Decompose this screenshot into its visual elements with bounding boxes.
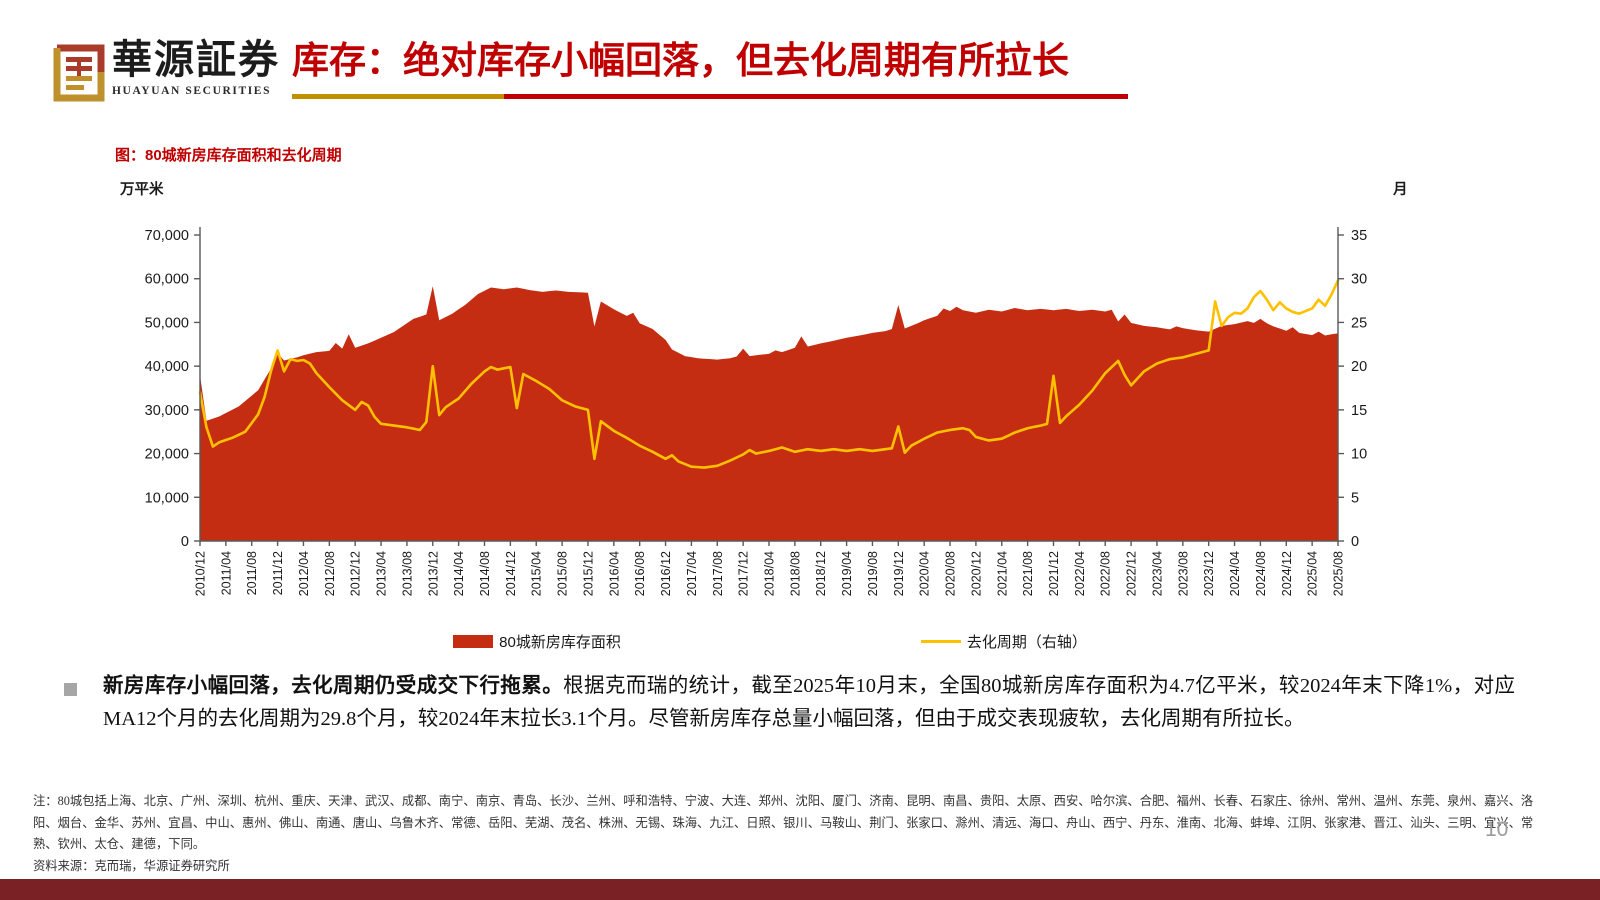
figure-caption: 图：80城新房库存面积和去化周期	[115, 147, 342, 164]
y-right-tick-label: 35	[1351, 228, 1367, 244]
y-right-tick-label: 15	[1351, 403, 1367, 419]
body-paragraph-rest: 根据克而瑞的统计，截至2025年10月末，全国80城新房库存面积为4.7亿平米，…	[103, 675, 1515, 730]
x-tick-label: 2011/12	[271, 551, 285, 595]
x-tick-label: 2011/08	[245, 551, 259, 595]
x-tick-label: 2010/12	[194, 551, 208, 596]
x-tick-label: 2021/12	[1047, 551, 1061, 596]
legend-swatch-turnover	[920, 639, 961, 644]
body-paragraph-lead: 新房库存小幅回落，去化周期仍受成交下行拖累。	[103, 675, 564, 697]
footnote-note: 注：80城包括上海、北京、广州、深圳、杭州、重庆、天津、武汉、成都、南宁、南京、…	[33, 794, 1534, 851]
x-tick-label: 2013/12	[426, 551, 440, 596]
title-underline-gold-segment	[292, 94, 504, 99]
footnote-source: 资料来源：克而瑞，华源证券研究所	[33, 858, 230, 873]
turnover-line	[198, 279, 1340, 469]
logo-en-name: HUAYUAN SECURITIES	[112, 85, 272, 97]
title-underline	[292, 94, 1128, 99]
x-tick-label: 2015/12	[581, 551, 595, 596]
y-right-tick-label: 10	[1351, 447, 1367, 463]
x-tick-label: 2024/04	[1228, 551, 1242, 596]
x-tick-label: 2012/04	[297, 551, 311, 596]
x-tick-label: 2022/08	[1099, 551, 1113, 596]
inventory-chart: 0 10,000 20,000 30,000 40,000 50,000 60,000 70,…	[119, 180, 1408, 596]
chart-legend: 80城新房库存面积 去化周期（右轴）	[200, 631, 1340, 652]
x-tick-label: 2016/12	[659, 551, 673, 596]
x-tick-label: 2021/08	[1021, 551, 1035, 596]
x-tick-label: 2011/04	[219, 551, 233, 595]
body-paragraph: 新房库存小幅回落，去化周期仍受成交下行拖累。根据克而瑞的统计，截至2025年10…	[103, 670, 1515, 736]
x-tick-label: 2017/04	[685, 551, 699, 596]
x-tick-label: 2020/04	[918, 551, 932, 596]
x-tick-label: 2012/12	[349, 551, 363, 596]
x-tick-label: 2021/04	[995, 551, 1009, 596]
huayuan-logo-text: 華源証券 HUAYUAN SECURITIES	[112, 37, 302, 98]
x-tick-label: 2024/08	[1254, 551, 1268, 596]
legend-item-turnover: 去化周期（右轴）	[920, 631, 1087, 652]
x-tick-label: 2025/08	[1332, 551, 1346, 596]
turnover-line-series	[198, 279, 1340, 469]
right-axis-unit: 月	[1392, 181, 1408, 198]
y-left-tick-label: 70,000	[145, 228, 189, 244]
x-tick-label: 2023/04	[1150, 551, 1164, 596]
x-tick-label: 2020/12	[969, 551, 983, 596]
y-right-tick-label: 0	[1351, 534, 1359, 550]
chart-area: 0 10,000 20,000 30,000 40,000 50,000 60,000 70,…	[90, 172, 1460, 627]
x-tick-label: 2019/12	[892, 551, 906, 596]
x-tick-label: 2022/12	[1125, 551, 1139, 596]
x-tick-label: 2014/04	[452, 551, 466, 596]
x-tick-label: 2013/04	[375, 551, 389, 596]
legend-swatch-inventory	[453, 635, 494, 648]
left-axis-unit: 万平米	[119, 180, 164, 198]
x-tick-label: 2017/08	[711, 551, 725, 596]
y-left-tick-label: 30,000	[145, 403, 189, 419]
x-tick-label: 2013/08	[400, 551, 414, 596]
x-tick-label: 2023/12	[1202, 551, 1216, 596]
x-tick-label: 2018/04	[763, 551, 777, 596]
y-left-tick-label: 40,000	[145, 359, 189, 375]
y-left-tick-label: 20,000	[145, 447, 189, 463]
y-left-tick-label: 10,000	[145, 490, 189, 506]
y-left-tick-label: 0	[181, 534, 189, 550]
x-tick-label: 2025/04	[1306, 551, 1320, 596]
y-right-tick-label: 25	[1351, 315, 1367, 331]
footnote: 注：80城包括上海、北京、广州、深圳、杭州、重庆、天津、武汉、成都、南宁、南京、…	[33, 791, 1548, 877]
x-tick-label: 2019/04	[840, 551, 854, 596]
y-right-tick-label: 30	[1351, 272, 1367, 288]
x-tick-label: 2015/08	[556, 551, 570, 596]
bullet-marker	[64, 683, 77, 696]
title-underline-red-segment	[504, 94, 1128, 99]
chart-axes: 0 10,000 20,000 30,000 40,000 50,000 60,000 70,…	[119, 180, 1408, 596]
x-tick-label: 2015/04	[530, 551, 544, 596]
y-left-tick-label: 50,000	[145, 315, 189, 331]
x-tick-label: 2017/12	[737, 551, 751, 596]
x-tick-label: 2020/08	[944, 551, 958, 596]
logo-cn-name: 華源証券	[112, 37, 280, 82]
x-tick-label: 2014/08	[478, 551, 492, 596]
x-tick-label: 2018/08	[788, 551, 802, 596]
x-tick-label: 2019/08	[866, 551, 880, 596]
legend-item-inventory: 80城新房库存面积	[453, 631, 621, 652]
inventory-area	[200, 286, 1338, 541]
x-tick-label: 2014/12	[504, 551, 518, 596]
x-tick-label: 2012/08	[323, 551, 337, 596]
inventory-area-series	[200, 286, 1338, 541]
y-right-tick-label: 5	[1351, 490, 1359, 506]
page-title: 库存：绝对库存小幅回落，但去化周期有所拉长	[292, 41, 1069, 82]
x-tick-label: 2016/08	[633, 551, 647, 596]
page-number: 10	[1485, 818, 1509, 841]
x-tick-label: 2023/08	[1176, 551, 1190, 596]
bottom-bar	[0, 879, 1600, 900]
huayuan-logo-icon	[53, 44, 105, 102]
x-tick-label: 2022/04	[1073, 551, 1087, 596]
x-tick-label: 2018/12	[814, 551, 828, 596]
y-left-tick-label: 60,000	[145, 272, 189, 288]
x-tick-label: 2016/04	[607, 551, 621, 596]
legend-label-inventory: 80城新房库存面积	[499, 634, 621, 651]
y-right-tick-label: 20	[1351, 359, 1367, 375]
legend-label-turnover: 去化周期（右轴）	[966, 634, 1087, 651]
x-tick-label: 2024/12	[1280, 551, 1294, 596]
